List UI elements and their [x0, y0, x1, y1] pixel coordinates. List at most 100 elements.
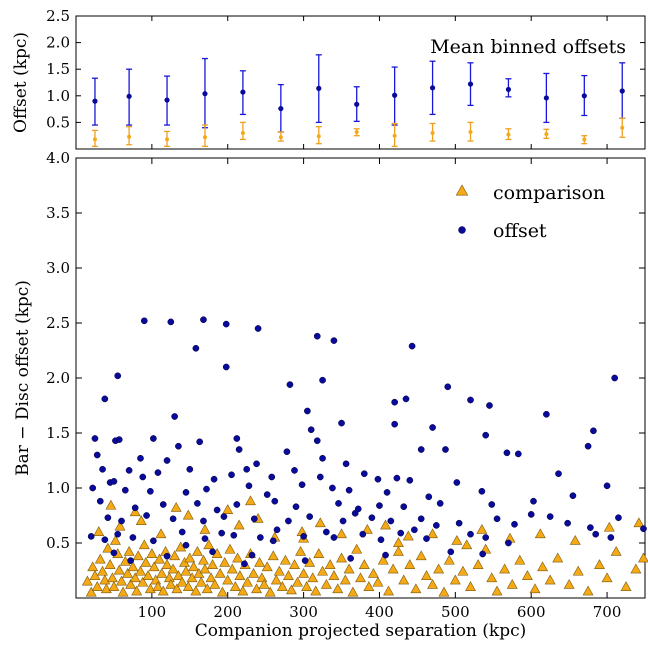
comparison-point	[289, 559, 300, 569]
offset-point	[143, 512, 150, 519]
offset-point	[486, 402, 493, 409]
comparison-point	[457, 565, 469, 576]
comparison-point	[324, 559, 336, 569]
mean-offset-point	[619, 88, 625, 94]
offset-point	[257, 534, 264, 541]
offset-point	[125, 467, 133, 474]
comparison-point	[372, 576, 384, 587]
comparison-point	[170, 501, 182, 512]
comparison-point	[131, 585, 143, 596]
mean-comparison-point	[506, 132, 511, 137]
comparison-point	[380, 519, 391, 530]
comparison-point	[132, 550, 144, 561]
offset-point	[150, 537, 157, 545]
offset-point	[377, 536, 385, 544]
mean-comparison-point	[354, 129, 359, 134]
offset-point	[163, 552, 171, 560]
top-points	[92, 81, 625, 142]
comparison-point	[148, 561, 160, 572]
offset-point	[584, 442, 592, 450]
comparison-point	[108, 581, 120, 591]
offset-point	[182, 489, 190, 496]
comparison-point	[270, 574, 282, 585]
offset-point	[417, 515, 425, 523]
offset-point	[222, 320, 230, 328]
comparison-point	[451, 534, 463, 545]
mean-offset-point	[581, 93, 587, 99]
offset-point	[307, 426, 315, 434]
offset-point	[213, 506, 221, 514]
comparison-point	[195, 576, 207, 587]
main-y-tick-label: 3.0	[46, 259, 70, 277]
comparison-point	[298, 567, 310, 578]
comparison-point	[169, 550, 181, 561]
offset-point	[339, 517, 347, 525]
offset-point	[127, 557, 134, 564]
mean-comparison-point	[240, 131, 245, 136]
comparison-point	[216, 586, 228, 597]
offset-point	[139, 473, 147, 481]
comparison-point	[415, 550, 427, 561]
offset-point	[99, 465, 106, 473]
comparison-point	[97, 565, 109, 576]
comparison-point	[355, 572, 366, 583]
comparison-point	[116, 575, 127, 586]
comparison-point	[392, 545, 404, 556]
comparison-point	[594, 559, 605, 569]
offset-point	[178, 528, 186, 536]
comparison-point	[427, 578, 439, 589]
comparison-point	[534, 528, 546, 539]
comparison-point	[552, 552, 564, 563]
offset-point	[220, 513, 228, 520]
main-y-tick-label: 0.5	[46, 534, 70, 552]
offset-point	[169, 515, 177, 523]
comparison-point	[638, 552, 648, 563]
comparison-point	[336, 552, 347, 563]
offset-point	[243, 465, 251, 473]
offset-point	[292, 503, 300, 511]
offset-point	[383, 489, 391, 496]
comparison-point	[569, 534, 581, 545]
comparison-point	[167, 563, 179, 574]
offset-point	[154, 469, 162, 476]
offset-point	[285, 517, 292, 525]
comparison-point	[601, 572, 613, 583]
offset-point	[241, 560, 248, 568]
offset-point	[233, 501, 241, 508]
comparison-point	[544, 574, 556, 585]
offset-point	[391, 420, 398, 428]
comparison-point	[155, 528, 167, 539]
offset-point	[453, 479, 461, 486]
top-panel-frame	[75, 15, 646, 150]
offset-point	[376, 502, 383, 509]
comparison-point	[267, 550, 279, 561]
comparison-point	[276, 581, 288, 591]
offset-point	[587, 524, 594, 531]
mean-comparison-point	[127, 134, 132, 139]
comparison-point	[421, 570, 432, 580]
comparison-point	[264, 586, 276, 597]
offset-point	[323, 528, 330, 536]
offset-point	[514, 450, 522, 458]
offset-point	[273, 526, 281, 534]
top-y-tick-label: 1.5	[46, 60, 70, 78]
offset-point	[393, 474, 401, 482]
comparison-point	[233, 519, 245, 530]
comparison-point	[222, 574, 234, 585]
offset-point	[110, 549, 118, 557]
comparison-point	[476, 523, 488, 534]
comparison-point	[245, 495, 256, 506]
offset-point	[345, 486, 353, 494]
comparison-point	[182, 581, 194, 591]
offset-point	[329, 484, 336, 492]
comparison-point	[410, 583, 422, 594]
offset-point	[368, 514, 376, 522]
offset-point	[511, 520, 518, 528]
comparison-point	[491, 585, 503, 596]
main-y-ticks: 0.5 1.0 1.5 2.0 2.5 3.0 3.5 4.0	[46, 149, 645, 552]
comparison-point	[514, 554, 526, 565]
legend-offset-marker	[458, 226, 466, 234]
mean-comparison-point	[278, 135, 283, 140]
comparison-point	[203, 539, 215, 550]
comparison-point	[427, 528, 439, 539]
